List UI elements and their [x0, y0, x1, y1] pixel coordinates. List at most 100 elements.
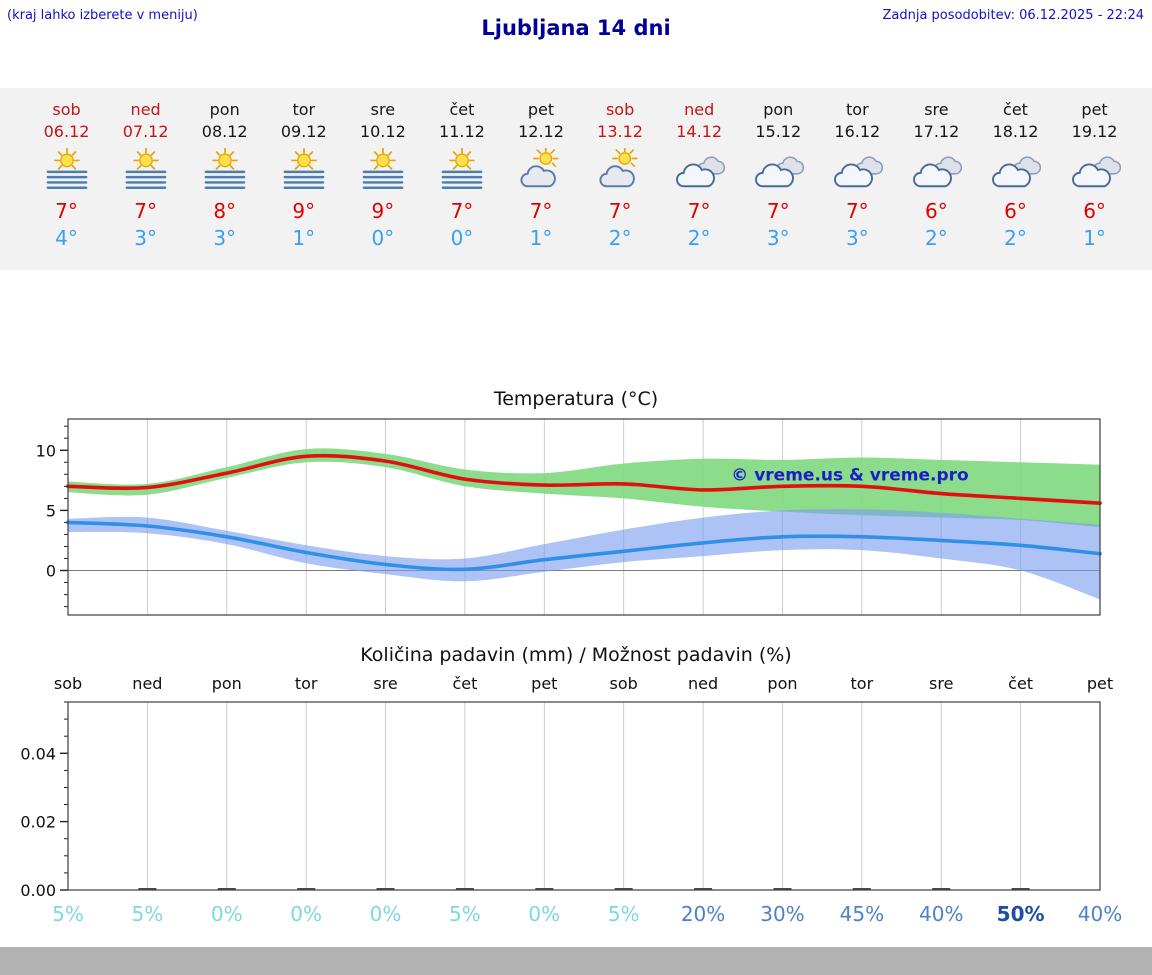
day-high-temp: 6° — [1083, 199, 1106, 223]
precip-probability: 0% — [369, 902, 402, 926]
forecast-strip: sob 06.12 7° 4° ned 07.12 7° 3° pon 08.12 8° 3° tor 0… — [0, 88, 1152, 270]
day-name: sre — [924, 100, 949, 119]
svg-text:0: 0 — [46, 562, 56, 581]
day-date: 15.12 — [755, 122, 802, 141]
day-high-temp: 7° — [845, 199, 869, 223]
day-name: čet — [449, 100, 475, 119]
last-update: Zadnja posodobitev: 06.12.2025 - 22:24 — [882, 8, 1144, 23]
precip-probability: 5% — [449, 902, 481, 926]
day-name: pet — [1081, 100, 1108, 119]
day-low-temp: 4° — [55, 226, 78, 250]
day-column: tor 16.12 7° 3° — [818, 100, 897, 270]
day-date: 10.12 — [359, 122, 406, 141]
day-low-temp: 3° — [213, 226, 237, 250]
day-date: 08.12 — [201, 122, 248, 141]
day-name: sob — [52, 100, 81, 119]
precip-probability: 0% — [210, 902, 243, 926]
day-column: ned 07.12 7° 3° — [106, 100, 185, 270]
precip-day-label: pon — [211, 674, 242, 693]
day-column: pon 08.12 8° 3° — [185, 100, 264, 270]
watermark: © vreme.us & vreme.pro — [731, 465, 968, 485]
sun-fog-icon — [343, 148, 422, 194]
day-name: ned — [130, 100, 161, 119]
day-low-temp: 0° — [450, 226, 474, 250]
sun-fog-icon — [422, 148, 501, 194]
day-date: 12.12 — [518, 122, 564, 141]
day-column: pon 15.12 7° 3° — [739, 100, 818, 270]
cloudy-icon — [976, 148, 1055, 194]
precipitation-chart: 0.00 0.02 0.04 — [20, 701, 1101, 896]
cloudy-icon — [739, 148, 818, 194]
day-column: čet 18.12 6° 2° — [976, 100, 1055, 270]
day-low-temp: 2° — [608, 226, 632, 250]
day-low-temp: 2° — [925, 226, 948, 250]
day-high-temp: 8° — [213, 199, 237, 223]
cloudy-icon — [660, 148, 739, 194]
svg-text:0.04: 0.04 — [20, 744, 56, 763]
svg-text:5: 5 — [46, 501, 56, 520]
cloudy-icon — [897, 148, 976, 194]
day-low-temp: 1° — [292, 226, 316, 250]
temperature-chart: 0 5 10 © vreme.us & vreme.pro — [36, 418, 1102, 616]
day-column: sob 13.12 7° 2° — [581, 100, 660, 270]
day-low-temp: 1° — [1083, 226, 1106, 250]
day-high-temp: 7° — [529, 199, 553, 223]
precip-day-label: čet — [1008, 674, 1034, 693]
day-low-temp: 1° — [529, 226, 553, 250]
day-date: 18.12 — [992, 122, 1039, 141]
precip-probability-row: 5% 5% 0% 0% 0% 5% 0% 5% 20% 30% 45% 40% 50% 40% — [0, 898, 1152, 936]
day-high-temp: 7° — [766, 199, 790, 223]
day-high-temp: 7° — [55, 199, 78, 223]
day-column: tor 09.12 9° 1° — [264, 100, 343, 270]
svg-text:0.02: 0.02 — [20, 813, 56, 832]
day-high-temp: 6° — [925, 199, 948, 223]
day-high-temp: 7° — [687, 199, 711, 223]
day-name: sob — [605, 100, 635, 119]
day-high-temp: 7° — [134, 199, 157, 223]
day-date: 17.12 — [913, 122, 960, 141]
day-date: 06.12 — [43, 122, 90, 141]
sun-fog-icon — [27, 148, 106, 194]
precip-day-label: pet — [531, 674, 558, 693]
day-date: 13.12 — [597, 122, 643, 141]
precip-probability: 40% — [1077, 902, 1123, 926]
precip-probability: 50% — [996, 902, 1045, 926]
day-column: ned 14.12 7° 2° — [660, 100, 739, 270]
precip-probability: 20% — [680, 902, 726, 926]
day-column: pet 12.12 7° 1° — [501, 100, 580, 270]
sun-fog-icon — [106, 148, 185, 194]
precip-day-label: sre — [373, 674, 398, 693]
day-column: sre 10.12 9° 0° — [343, 100, 422, 270]
precip-chart-title: Količina padavin (mm) / Možnost padavin … — [360, 644, 792, 666]
day-low-temp: 3° — [766, 226, 790, 250]
precip-day-labels: sob ned pon tor sre čet pet sob ned pon tor sre čet p… — [0, 671, 1152, 700]
day-column: pet 19.12 6° 1° — [1055, 100, 1134, 270]
day-date: 11.12 — [439, 122, 485, 141]
day-high-temp: 6° — [1004, 199, 1027, 223]
day-date: 19.12 — [1071, 122, 1118, 141]
svg-text:0.00: 0.00 — [20, 881, 56, 896]
precip-day-label: pet — [1086, 674, 1114, 693]
precip-day-label: tor — [294, 674, 318, 693]
day-date: 09.12 — [280, 122, 327, 141]
sun-fog-icon — [185, 148, 264, 194]
day-date: 07.12 — [122, 122, 169, 141]
day-high-temp: 7° — [450, 199, 474, 223]
day-column: sob 06.12 7° 4° — [27, 100, 106, 270]
sun-cloud-icon — [501, 148, 580, 194]
day-name: sre — [370, 100, 396, 119]
precip-day-label: ned — [687, 674, 719, 693]
day-name: pon — [763, 100, 794, 119]
day-high-temp: 9° — [292, 199, 316, 223]
menu-note: (kraj lahko izberete v meniju) — [7, 8, 198, 23]
day-name: čet — [1003, 100, 1028, 119]
day-column: sre 17.12 6° 2° — [897, 100, 976, 270]
footer-bar — [0, 947, 1152, 975]
precip-probability: 5% — [607, 902, 640, 926]
cloudy-icon — [818, 148, 897, 194]
precip-probability: 0% — [528, 902, 561, 926]
day-column: čet 11.12 7° 0° — [422, 100, 501, 270]
precip-probability: 30% — [760, 902, 805, 926]
day-name: tor — [846, 100, 869, 119]
precip-probability: 0% — [290, 902, 323, 926]
